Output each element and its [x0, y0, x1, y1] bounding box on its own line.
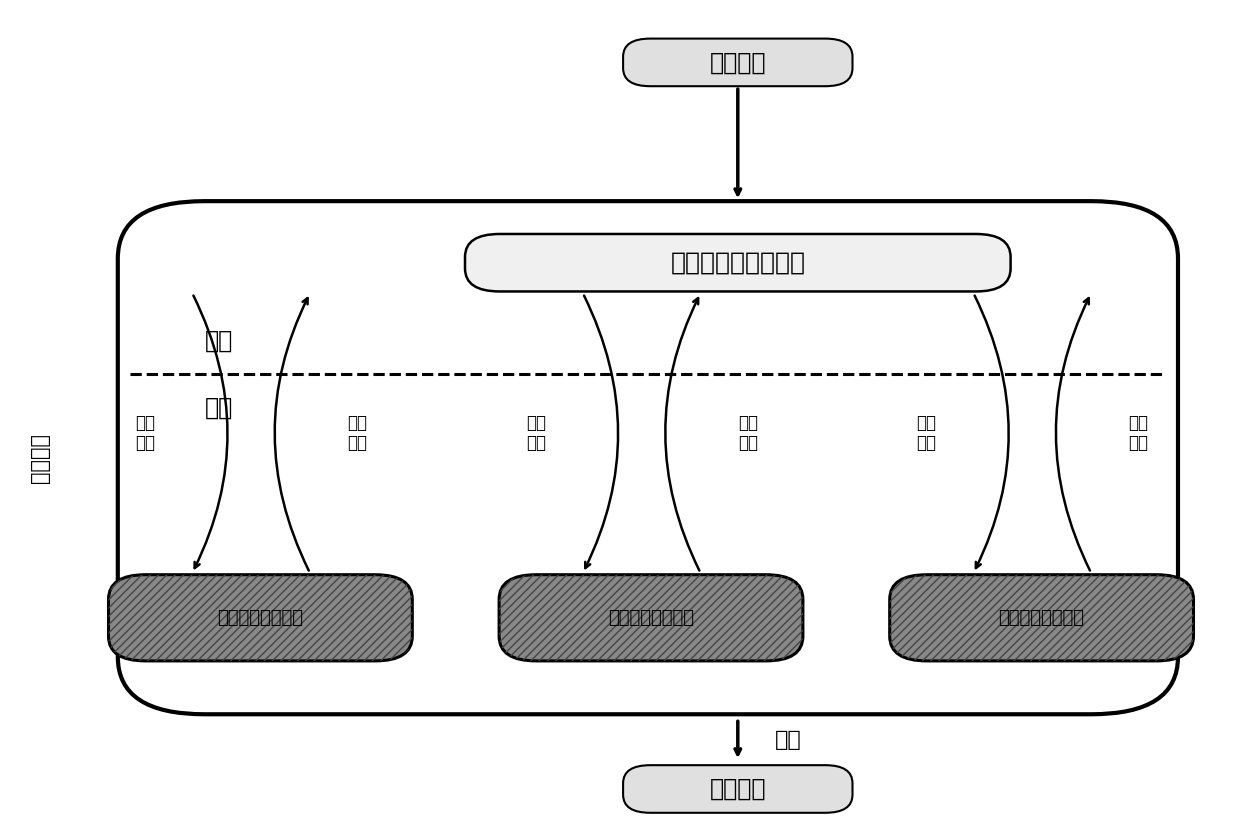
Text: 输入
约束: 输入 约束 [1128, 414, 1148, 452]
FancyBboxPatch shape [622, 39, 853, 86]
Text: 电力系统最优潮流: 电力系统最优潮流 [217, 609, 304, 626]
Text: 内层: 内层 [205, 396, 233, 420]
Text: 网络
负荷: 网络 负荷 [916, 414, 936, 452]
Text: 热力系统最优潮流: 热力系统最优潮流 [608, 609, 694, 626]
Text: 输入数据: 输入数据 [709, 50, 766, 75]
Text: 网络
负荷: 网络 负荷 [135, 414, 155, 452]
Text: 输出数据: 输出数据 [709, 777, 766, 801]
Text: 输入
约束: 输入 约束 [347, 414, 367, 452]
Text: 燃气系统最优潮流: 燃气系统最优潮流 [998, 609, 1085, 626]
Text: 网络
负荷: 网络 负荷 [526, 414, 546, 452]
Text: 能源集线器优化调度: 能源集线器优化调度 [671, 250, 805, 275]
FancyBboxPatch shape [465, 234, 1011, 291]
Text: 收敛: 收敛 [775, 730, 802, 750]
FancyBboxPatch shape [622, 765, 853, 813]
FancyBboxPatch shape [118, 201, 1178, 714]
FancyBboxPatch shape [498, 575, 804, 661]
Text: 外层: 外层 [205, 328, 233, 353]
Text: 输入
约束: 输入 约束 [738, 414, 758, 452]
FancyBboxPatch shape [109, 575, 412, 661]
FancyBboxPatch shape [890, 575, 1193, 661]
Text: 迭代过程: 迭代过程 [30, 433, 50, 483]
